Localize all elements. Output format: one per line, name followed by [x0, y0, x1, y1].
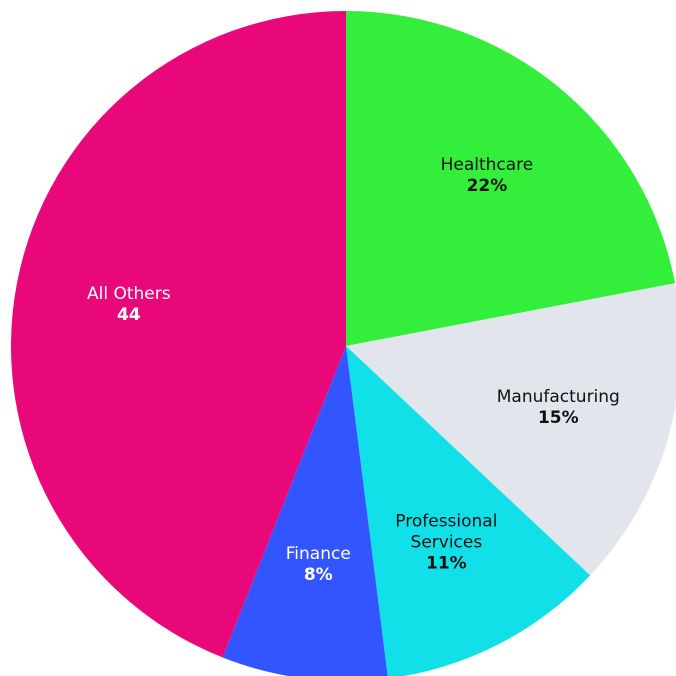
slice-label: Manufacturing 15% — [483, 387, 633, 429]
category-label: Healthcare — [440, 154, 534, 175]
slice — [346, 11, 676, 346]
category-label: All Others — [87, 283, 171, 304]
value-label: 22% — [466, 175, 508, 196]
slice-label: Finance 8% — [243, 544, 393, 586]
slice-label: Professional Services 11% — [371, 512, 521, 575]
value-label: 8% — [303, 565, 333, 586]
slice — [346, 283, 676, 576]
category-label: Professional Services — [395, 511, 498, 553]
value-label: 15% — [537, 407, 579, 428]
slice-label: All Others 44 — [54, 284, 204, 326]
slice — [10, 11, 347, 658]
slice-label: Healthcare 22% — [412, 155, 562, 197]
category-label: Finance — [285, 544, 351, 565]
category-label: Manufacturing — [496, 386, 620, 407]
slice — [346, 346, 591, 676]
value-label: 44 — [116, 304, 141, 325]
slice — [222, 346, 388, 676]
value-label: 11% — [426, 553, 467, 574]
